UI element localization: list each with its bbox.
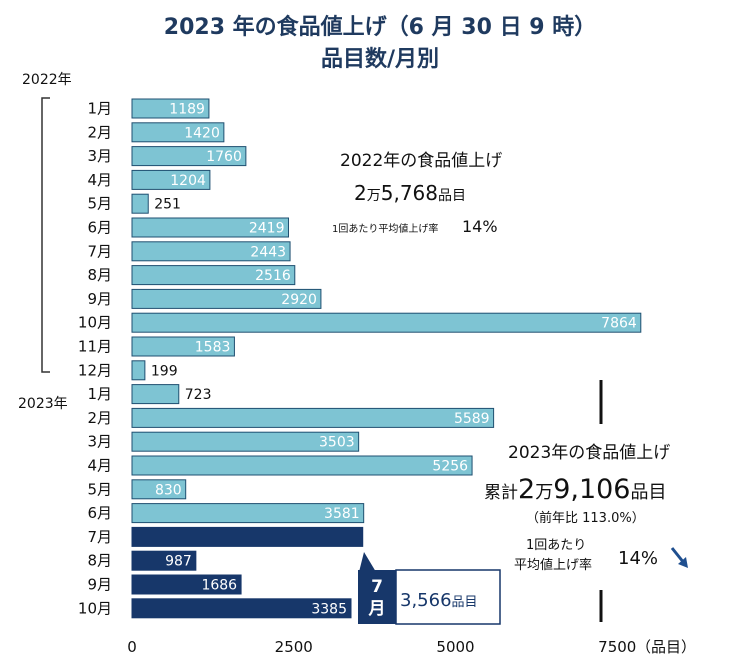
- x-tick-label: 0: [127, 638, 137, 656]
- bar: [131, 384, 180, 405]
- bar-value-label: 1204: [170, 173, 206, 189]
- july-callout: 7 月 3,566品目: [358, 552, 501, 625]
- category-label: 9月: [87, 576, 112, 594]
- category-label: 2月: [87, 409, 112, 427]
- annotation-2023-heading: 2023年の食品値上げ: [508, 443, 670, 463]
- callout-value: 3,566品目: [400, 590, 478, 611]
- bar-value-label: 2516: [255, 268, 291, 284]
- bar-value-label: 1686: [201, 578, 237, 594]
- category-label: 2月: [87, 123, 112, 141]
- bar: [131, 455, 473, 476]
- category-label: 1月: [87, 100, 112, 118]
- x-tick-label: 5000: [436, 638, 474, 656]
- category-label: 5月: [87, 195, 112, 213]
- bar: [131, 407, 495, 428]
- annotation-2023-avg-label1: 1回あたり: [526, 538, 586, 553]
- bar-value-label: 3385: [311, 601, 347, 617]
- bar: [131, 312, 642, 333]
- bar: [131, 431, 360, 452]
- callout-value-box: [395, 569, 501, 625]
- bar: [131, 360, 146, 381]
- category-label: 7月: [87, 528, 112, 546]
- year-label-2022: 2022年: [22, 72, 72, 88]
- bar: [131, 479, 187, 500]
- category-label: 11月: [78, 338, 112, 356]
- annotation-2022-avg-label: 1回あたり平均値上げ率: [332, 222, 438, 235]
- annotation-2022-heading: 2022年の食品値上げ: [340, 151, 502, 171]
- callout-month-top: 7: [371, 577, 383, 597]
- bar: [131, 122, 225, 143]
- bar-value-label: 1760: [206, 149, 242, 165]
- bar: [131, 241, 291, 262]
- x-tick-label: 2500: [275, 638, 313, 656]
- annotation-2023-avg-value: 14%: [618, 548, 658, 569]
- bar-value-label: 2920: [281, 292, 317, 308]
- callout-month-box: [358, 570, 396, 624]
- category-label: 5月: [87, 480, 112, 498]
- bar: [131, 503, 365, 524]
- category-label: 7月: [87, 242, 112, 260]
- bar-value-label: 1420: [184, 125, 220, 141]
- category-label: 9月: [87, 290, 112, 308]
- bar: [131, 98, 210, 119]
- bar-value-label: 830: [155, 482, 182, 498]
- bar-value-label: 5589: [454, 411, 490, 427]
- bar: [131, 169, 211, 190]
- bar: [131, 574, 242, 595]
- bar-value-label: 1583: [195, 340, 231, 356]
- bar: [131, 193, 149, 214]
- category-label: 10月: [78, 314, 112, 332]
- callout-month-bottom: 月: [368, 599, 386, 619]
- category-label: 8月: [87, 266, 112, 284]
- bar-value-label: 987: [165, 554, 192, 570]
- bar-value-label: 3581: [324, 506, 360, 522]
- x-unit-label: （品目）: [636, 638, 696, 656]
- bar-value-label: 251: [154, 197, 181, 213]
- bar-value-label: 5256: [432, 459, 468, 475]
- down-arrow-icon: [670, 547, 688, 568]
- category-label: 4月: [87, 171, 112, 189]
- annotation-2022-avg-value: 14%: [462, 217, 498, 236]
- bar: [131, 146, 247, 167]
- bar-value-label: 199: [151, 363, 178, 379]
- x-tick-label: 7500: [598, 638, 636, 656]
- bar-value-label: 3503: [319, 435, 355, 451]
- category-label: 3月: [87, 433, 112, 451]
- year-label-2023: 2023年: [18, 396, 68, 412]
- year-bracket-2022: [41, 97, 50, 373]
- bar-value-label: 1189: [169, 102, 205, 118]
- category-label: 12月: [78, 361, 112, 379]
- annotation-2023-yoy: （前年比 113.0%）: [526, 510, 645, 526]
- category-label: 10月: [78, 599, 112, 617]
- category-label: 6月: [87, 219, 112, 237]
- bar: [131, 217, 290, 238]
- annotation-2022-total: 2万5,768品目: [354, 181, 466, 205]
- bar: [131, 265, 296, 286]
- category-label: 3月: [87, 147, 112, 165]
- category-label: 8月: [87, 552, 112, 570]
- category-label: 6月: [87, 504, 112, 522]
- bar-value-label: 723: [185, 387, 212, 403]
- chart-title-line2: 品目数/月別: [321, 46, 439, 72]
- bar: [131, 526, 364, 547]
- annotation-2023: 2023年の食品値上げ 累計2万9,106品目 （前年比 113.0%） 1回あ…: [484, 443, 688, 573]
- bar: [131, 550, 197, 571]
- bar-value-label: 2419: [249, 221, 285, 237]
- bar-value-label: 2443: [250, 244, 286, 260]
- category-label: 4月: [87, 457, 112, 475]
- x-axis: 0 2500 5000 7500 （品目）: [127, 638, 696, 656]
- annotation-2023-total: 累計2万9,106品目: [484, 474, 666, 505]
- bar: [131, 336, 235, 357]
- annotation-2022: 2022年の食品値上げ 2万5,768品目 1回あたり平均値上げ率 14%: [332, 151, 502, 236]
- bar-value-label: 7864: [601, 316, 637, 332]
- bar: [131, 288, 322, 309]
- annotation-2023-avg-label2: 平均値上げ率: [514, 557, 592, 573]
- chart-title-line1: 2023 年の食品値上げ（6 月 30 日 9 時）: [164, 14, 596, 40]
- category-label: 1月: [87, 385, 112, 403]
- bar: [131, 598, 352, 619]
